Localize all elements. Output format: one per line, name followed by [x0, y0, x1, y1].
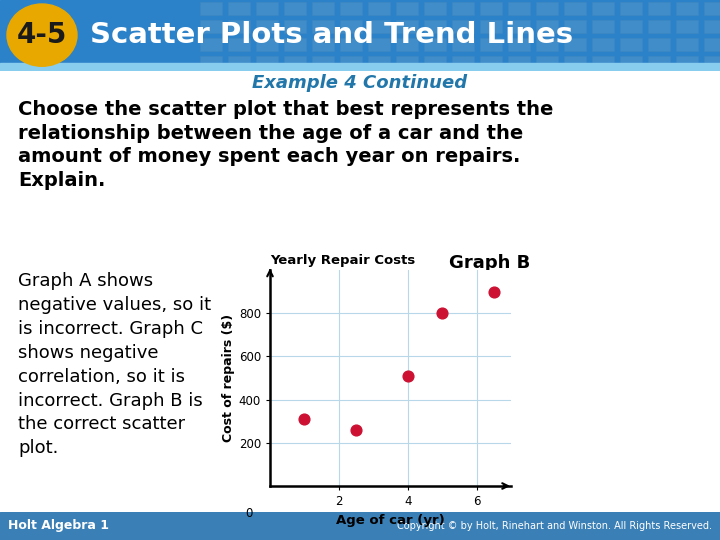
Bar	[256, 2, 278, 15]
Bar	[704, 2, 720, 15]
Bar	[620, 38, 642, 51]
Bar	[396, 20, 418, 33]
Bar	[676, 20, 698, 33]
Bar	[592, 20, 614, 33]
Bar	[368, 20, 390, 33]
Bar	[256, 38, 278, 51]
Bar	[424, 2, 446, 15]
Bar	[536, 2, 558, 15]
Bar	[508, 20, 530, 33]
Bar	[564, 2, 586, 15]
Text: Example 4 Continued: Example 4 Continued	[253, 75, 467, 92]
Point	[402, 372, 413, 380]
Text: Scatter Plots and Trend Lines: Scatter Plots and Trend Lines	[90, 21, 573, 49]
Bar	[200, 38, 222, 51]
Bar	[284, 56, 306, 69]
Bar	[648, 56, 670, 69]
Bar	[312, 20, 334, 33]
Bar	[340, 38, 362, 51]
Text: Copyright © by Holt, Rinehart and Winston. All Rights Reserved.: Copyright © by Holt, Rinehart and Winsto…	[397, 521, 712, 531]
Bar	[424, 56, 446, 69]
Bar	[200, 56, 222, 69]
Point	[488, 287, 500, 296]
Y-axis label: Cost of repairs ($): Cost of repairs ($)	[222, 314, 235, 442]
Bar	[704, 20, 720, 33]
Bar	[368, 56, 390, 69]
Bar	[564, 38, 586, 51]
Bar	[620, 56, 642, 69]
Text: Yearly Repair Costs: Yearly Repair Costs	[270, 254, 415, 267]
Bar	[676, 38, 698, 51]
Bar	[508, 2, 530, 15]
Bar	[452, 20, 474, 33]
Point	[351, 426, 362, 434]
Bar	[620, 20, 642, 33]
Bar	[368, 38, 390, 51]
Bar	[228, 2, 250, 15]
Bar	[256, 20, 278, 33]
Bar	[480, 2, 502, 15]
Bar	[340, 2, 362, 15]
Bar	[620, 2, 642, 15]
Bar	[704, 38, 720, 51]
Bar	[452, 38, 474, 51]
Bar	[676, 56, 698, 69]
Bar	[508, 56, 530, 69]
Bar	[536, 20, 558, 33]
Bar	[312, 56, 334, 69]
Bar	[284, 20, 306, 33]
Bar	[648, 38, 670, 51]
Bar	[564, 20, 586, 33]
Bar	[676, 2, 698, 15]
Bar	[0, 63, 720, 71]
Bar	[424, 38, 446, 51]
Bar	[396, 2, 418, 15]
Bar	[228, 56, 250, 69]
Bar	[480, 38, 502, 51]
Bar	[312, 2, 334, 15]
Bar	[368, 2, 390, 15]
Point	[299, 415, 310, 423]
Bar	[648, 2, 670, 15]
X-axis label: Age of car (yr): Age of car (yr)	[336, 514, 445, 526]
Bar	[452, 2, 474, 15]
Bar	[256, 56, 278, 69]
Bar	[284, 2, 306, 15]
Bar	[452, 56, 474, 69]
Bar	[396, 56, 418, 69]
Bar	[396, 38, 418, 51]
Bar	[340, 20, 362, 33]
Bar	[536, 56, 558, 69]
Text: Holt Algebra 1: Holt Algebra 1	[8, 519, 109, 532]
Bar	[480, 20, 502, 33]
Bar	[508, 38, 530, 51]
Bar	[200, 2, 222, 15]
Bar	[536, 38, 558, 51]
Bar	[704, 56, 720, 69]
Bar	[648, 20, 670, 33]
Bar	[200, 20, 222, 33]
Bar	[228, 38, 250, 51]
Ellipse shape	[7, 4, 77, 66]
Bar	[424, 20, 446, 33]
Bar	[564, 56, 586, 69]
Text: Graph A shows
negative values, so it
is incorrect. Graph C
shows negative
correl: Graph A shows negative values, so it is …	[18, 272, 211, 457]
Text: Graph B: Graph B	[449, 254, 531, 272]
Point	[436, 309, 448, 318]
Bar	[592, 56, 614, 69]
Bar	[312, 38, 334, 51]
Bar	[340, 56, 362, 69]
Bar	[480, 56, 502, 69]
Text: Choose the scatter plot that best represents the
relationship between the age of: Choose the scatter plot that best repres…	[18, 100, 554, 190]
Bar	[284, 38, 306, 51]
Text: 0: 0	[246, 507, 253, 519]
Text: 4-5: 4-5	[17, 21, 67, 49]
Bar	[228, 20, 250, 33]
Bar	[592, 38, 614, 51]
Bar	[592, 2, 614, 15]
